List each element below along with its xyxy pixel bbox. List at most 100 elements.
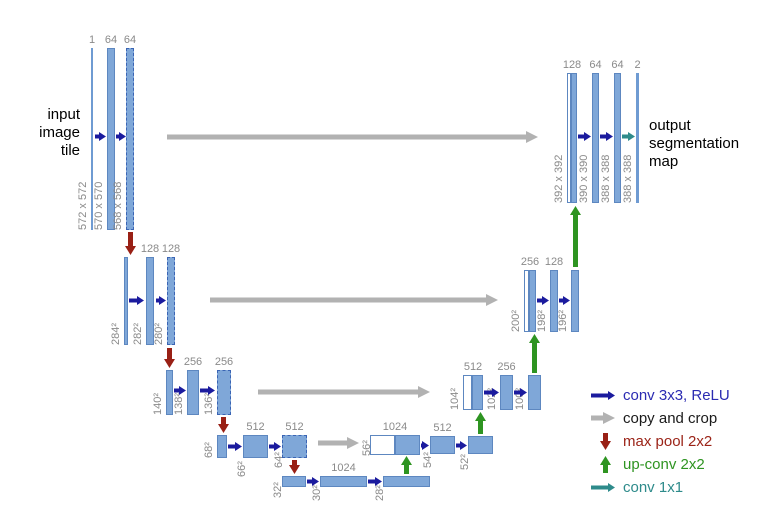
feature-map-bar (636, 73, 639, 203)
conv1x1-arrow-icon (591, 477, 619, 497)
channels-label: 64 (104, 34, 118, 46)
feature-map-bar (383, 476, 430, 487)
conv3x3-arrow (578, 131, 591, 141)
feature-map (472, 375, 483, 410)
legend-item-label: up-conv 2x2 (623, 455, 705, 473)
legend-item-conv3x3: conv 3x3, ReLU (591, 385, 730, 405)
channels-label: 2 (634, 59, 641, 71)
output-label-line: segmentation (649, 135, 740, 152)
size-label: 198² (536, 309, 548, 332)
size-label: 136² (203, 392, 215, 415)
conv3x3-arrow (559, 295, 570, 305)
copy-crop-arrow (591, 412, 615, 424)
conv3x3-arrow (129, 295, 144, 305)
channels-label: 1024 (382, 421, 408, 433)
legend-item-label: max pool 2x2 (623, 432, 713, 450)
max-pool-arrow (599, 433, 611, 450)
up-conv-arrow (400, 456, 412, 474)
conv3x3-arrow (228, 441, 242, 451)
feature-map-bar (91, 48, 93, 230)
channels-label: 512 (285, 421, 304, 433)
channels-label: 256 (214, 356, 234, 368)
max-pool-arrow (163, 348, 175, 368)
conv3x3-arrow (156, 295, 166, 305)
channels-label: 64 (589, 59, 602, 71)
conv3x3-arrow (307, 476, 319, 486)
copy-crop-arrow (258, 386, 430, 398)
feature-map-bar (468, 436, 493, 454)
size-label: 138² (173, 392, 185, 415)
up-conv-arrow (528, 334, 540, 373)
conv1x1-arrow (622, 131, 635, 141)
up-conv-arrow (569, 206, 581, 267)
copy-crop-arrow (318, 437, 359, 449)
channels-label: 512 (246, 421, 265, 433)
max-pool-arrow (217, 417, 229, 433)
size-label: 572 x 572 (77, 181, 89, 230)
channels-label: 64 (123, 34, 137, 46)
channels-label: 256 (183, 356, 203, 368)
feature-map-bar (243, 435, 268, 458)
conv3x3-arrow (269, 441, 281, 451)
copied-feature-map (370, 435, 395, 455)
copy-crop-arrow-icon (591, 408, 619, 428)
size-label: 140² (152, 392, 164, 415)
size-label: 52² (459, 454, 471, 470)
conv3x3-arrow (116, 131, 126, 141)
channels-label: 128 (562, 59, 582, 71)
conv3x3-arrow (514, 387, 527, 397)
feature-map-bar (107, 48, 115, 230)
feature-map-bar (187, 370, 199, 415)
input-image-tile-label: input image tile (22, 106, 80, 160)
concatenated-feature-map (370, 435, 420, 455)
channels-label: 128 (140, 243, 160, 255)
channels-label: 256 (497, 361, 516, 373)
conv3x3-arrow (456, 440, 467, 450)
copied-feature-map (463, 375, 472, 410)
size-label: 30² (311, 485, 323, 501)
size-label: 388 x 388 (622, 154, 634, 203)
size-label: 54² (422, 452, 434, 468)
copied-feature-map (567, 73, 571, 203)
legend-item-up-conv: up-conv 2x2 (591, 454, 730, 474)
channels-label: 512 (463, 361, 483, 373)
channels-label: 64 (611, 59, 624, 71)
conv3x3-arrow (368, 476, 382, 486)
feature-map-bar (592, 73, 599, 203)
max-pool-arrow (124, 232, 136, 255)
size-label: 280² (153, 322, 165, 345)
input-label-line: input (47, 106, 80, 123)
feature-map-bar-cropped (282, 435, 307, 458)
copy-crop-arrow (210, 294, 498, 306)
size-label: 570 x 570 (93, 181, 105, 230)
size-label: 282² (132, 322, 144, 345)
output-label-line: map (649, 153, 679, 170)
output-segmentation-map-label: output segmentation map (649, 117, 739, 171)
up-conv-arrow (474, 412, 486, 434)
copy-crop-arrow (167, 131, 538, 143)
channels-label: 128 (161, 243, 181, 255)
size-label: 56² (361, 440, 373, 456)
output-label-line: output (649, 117, 691, 134)
feature-map-bar (146, 257, 154, 345)
legend-item-conv1x1: conv 1x1 (591, 477, 730, 497)
feature-map-bar (614, 73, 621, 203)
legend-item-copy-crop: copy and crop (591, 408, 730, 428)
feature-map (395, 435, 420, 455)
feature-map-bar (500, 375, 513, 410)
conv3x3-arrow (174, 385, 186, 395)
channels-label: 256 (520, 256, 540, 268)
concatenated-feature-map (463, 375, 483, 410)
copied-feature-map (524, 270, 529, 332)
conv3x3-arrow (591, 390, 615, 400)
feature-map-bar-cropped (167, 257, 175, 345)
size-label: 200² (510, 309, 522, 332)
feature-map (571, 73, 577, 203)
concatenated-feature-map (567, 73, 577, 203)
conv3x3-arrow-icon (591, 385, 619, 405)
up-conv-arrow (599, 456, 611, 473)
size-label: 28² (374, 485, 386, 501)
size-label: 66² (236, 461, 248, 477)
size-label: 64² (273, 452, 285, 468)
